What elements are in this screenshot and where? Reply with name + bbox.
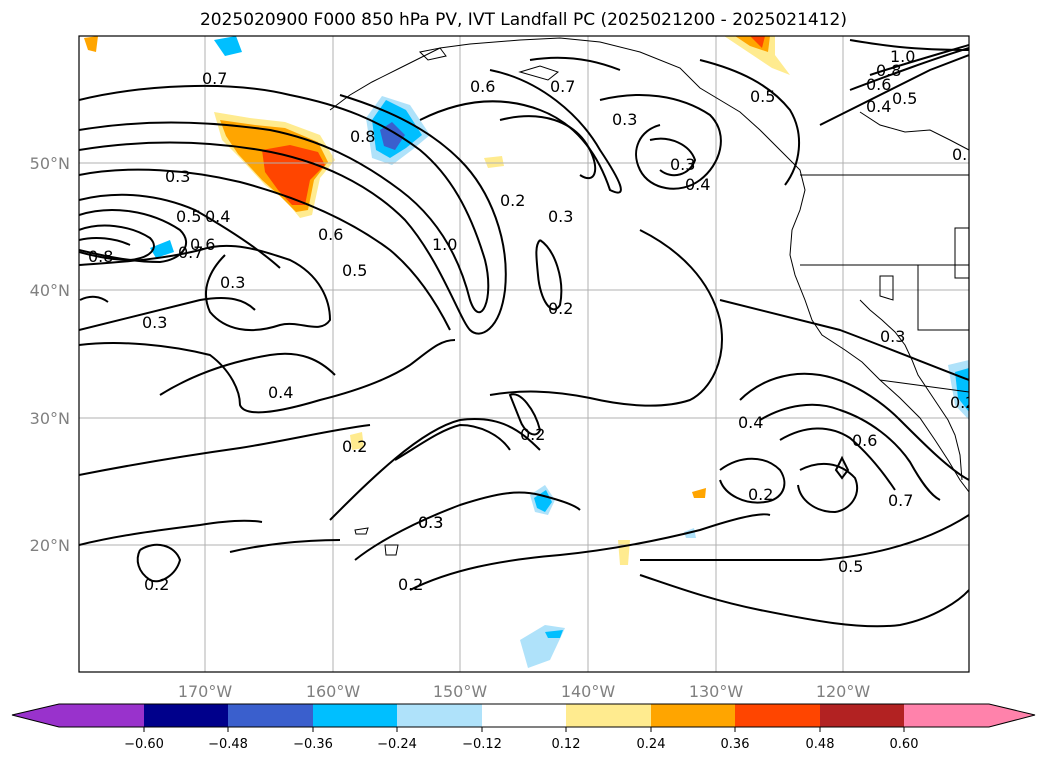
colorbar-outline <box>11 703 1036 728</box>
contour-label: 0.3 <box>418 513 443 532</box>
colorbar-tick-label: −0.12 <box>462 737 502 752</box>
contour-label: 0.3 <box>880 327 905 346</box>
lon-label: 160°W <box>306 682 361 701</box>
contour-label: 0.3 <box>220 273 245 292</box>
contour-label: 0.7 <box>888 491 913 510</box>
colorbar-segment <box>59 704 144 727</box>
colorbar-tick-label: 0.60 <box>890 737 919 752</box>
colorbar-segment <box>989 704 1035 727</box>
coastlines <box>329 37 969 556</box>
colorbar-segment <box>651 704 735 727</box>
lon-label: 150°W <box>433 682 488 701</box>
pv-contours <box>79 39 969 628</box>
contour-label: 0.2 <box>398 575 423 594</box>
contour-label: 0.2 <box>748 485 773 504</box>
lon-axis-labels: 170°W 160°W 150°W 140°W 130°W 120°W <box>178 682 871 701</box>
map-panel: 0.7 0.6 0.7 0.5 1.0 0.8 0.6 0.5 0.4 0.8 … <box>79 36 977 672</box>
contour-label: 0.5 <box>892 89 917 108</box>
contour-label: 0.4 <box>268 383 293 402</box>
contour-label: 0.8 <box>88 247 113 266</box>
contour-label: 0.3 <box>165 167 190 186</box>
lat-label: 30°N <box>30 409 70 428</box>
contour-label: 0.8 <box>350 127 375 146</box>
contour-label: 0.3 <box>612 110 637 129</box>
contour-label: 1.0 <box>890 47 915 66</box>
colorbar-segment <box>397 704 482 727</box>
contour-label: 0.2 <box>500 191 525 210</box>
lon-label: 130°W <box>689 682 744 701</box>
map-frame <box>78 35 970 673</box>
contour-label: 0.4 <box>205 207 230 226</box>
colorbar-segment <box>820 704 904 727</box>
contour-label: 0.4 <box>866 97 891 116</box>
contour-label: 0.6 <box>866 75 891 94</box>
colorbar-segment <box>144 704 228 727</box>
contour-label: 0.7 <box>550 77 575 96</box>
contour-label: 0.2 <box>144 575 169 594</box>
colorbar-tick-label: 0.24 <box>637 737 666 752</box>
lat-axis-labels: 50°N 40°N 30°N 20°N <box>30 154 70 555</box>
contour-label: 0.5 <box>176 207 201 226</box>
gridlines <box>79 36 969 672</box>
contour-label: 0.6 <box>852 431 877 450</box>
contour-label: 0.5 <box>342 261 367 280</box>
contour-label: 0.6 <box>190 235 215 254</box>
contour-label: 0.3 <box>548 207 573 226</box>
contour-label: 0.5 <box>750 87 775 106</box>
colorbar-tick-label: −0.60 <box>124 737 164 752</box>
colorbar-segment <box>482 704 566 727</box>
lat-label: 50°N <box>30 154 70 173</box>
contour-label: 0.5 <box>838 557 863 576</box>
colorbar: −0.60 −0.48 −0.36 −0.24 −0.12 0.12 0.24 … <box>11 703 1036 752</box>
colorbar-segment <box>904 704 989 727</box>
contour-label: 0.2 <box>548 299 573 318</box>
contour-label: 0.6 <box>318 225 343 244</box>
contour-label: 0.2 <box>952 145 977 164</box>
colorbar-segment <box>313 704 397 727</box>
lon-label: 120°W <box>816 682 871 701</box>
contour-label: 0.4 <box>738 413 763 432</box>
lat-label: 20°N <box>30 536 70 555</box>
lon-label: 140°W <box>561 682 616 701</box>
contour-label: 0.2 <box>520 425 545 444</box>
colorbar-tick-label: 0.12 <box>552 737 581 752</box>
contour-label: 0.2 <box>342 437 367 456</box>
colorbar-tick-label: −0.36 <box>293 737 333 752</box>
contour-label: 0.4 <box>685 175 710 194</box>
colorbar-tick-label: 0.48 <box>806 737 835 752</box>
colorbar-segment <box>12 704 59 727</box>
contour-label: 0.8 <box>876 61 901 80</box>
map-title: 2025020900 F000 850 hPa PV, IVT Landfall… <box>199 10 847 30</box>
contour-label: 0.6 <box>470 77 495 96</box>
contour-labels: 0.7 0.6 0.7 0.5 1.0 0.8 0.6 0.5 0.4 0.8 … <box>88 47 977 594</box>
colorbar-tick-label: 0.36 <box>721 737 750 752</box>
contour-label: 0.2 <box>950 393 975 412</box>
colorbar-segment <box>228 704 313 727</box>
colorbar-segment <box>735 704 820 727</box>
contour-label: 0.3 <box>670 155 695 174</box>
colorbar-tick-label: −0.48 <box>208 737 248 752</box>
contour-label: 0.7 <box>178 243 203 262</box>
lon-label: 170°W <box>178 682 233 701</box>
colorbar-segment <box>566 704 651 727</box>
contour-label: 1.0 <box>432 235 457 254</box>
lat-label: 40°N <box>30 281 70 300</box>
contour-label: 0.7 <box>202 69 227 88</box>
contour-label: 0.3 <box>142 313 167 332</box>
colorbar-tick-label: −0.24 <box>377 737 417 752</box>
contour-label: 0.3 <box>418 513 443 532</box>
